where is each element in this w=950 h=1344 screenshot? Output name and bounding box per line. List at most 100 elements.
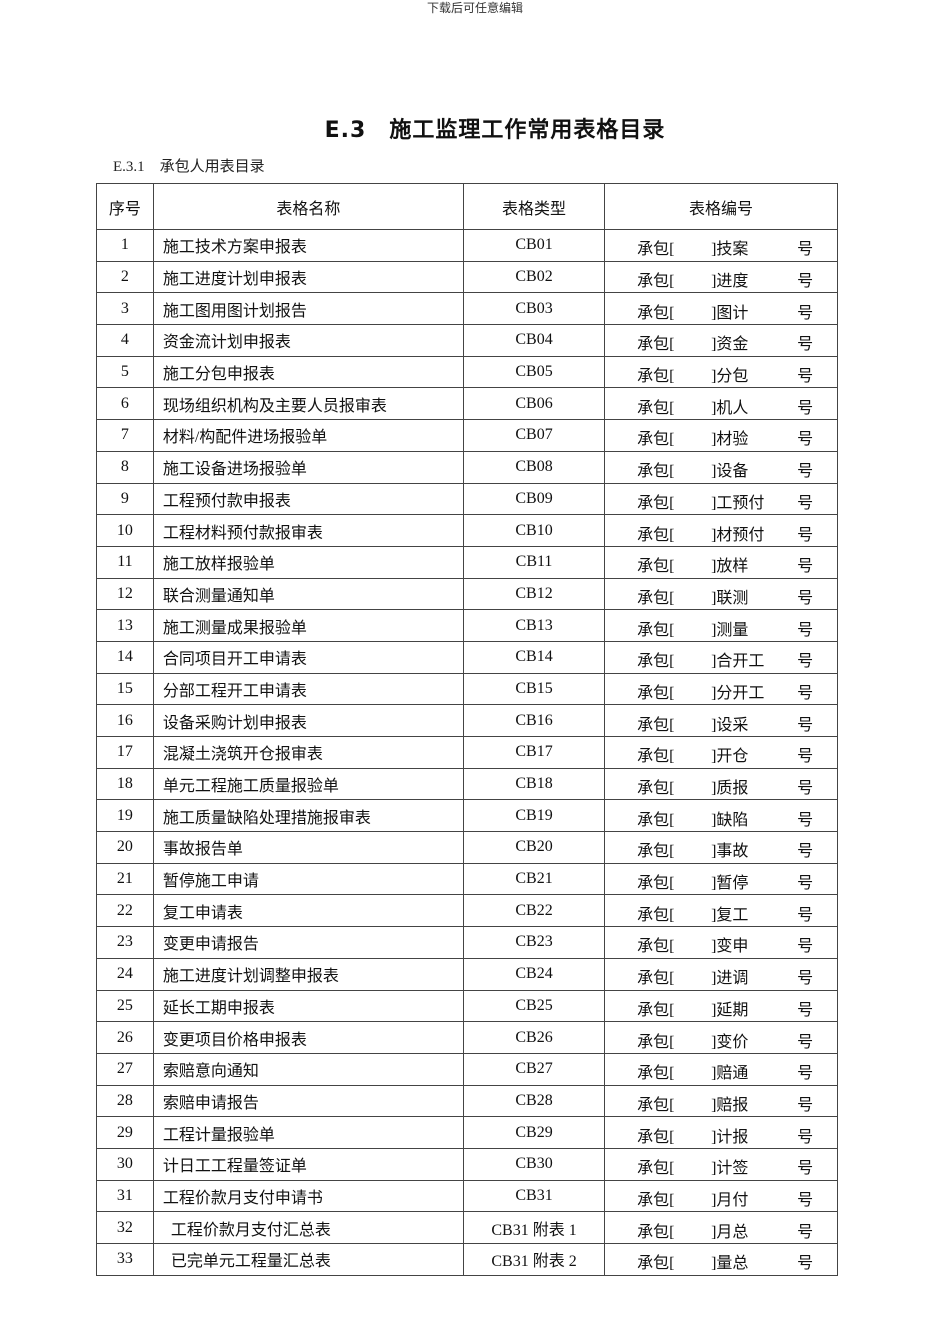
code-suffix: 号 bbox=[797, 653, 814, 671]
code-abbrev: ]质报 bbox=[711, 780, 749, 798]
code-abbrev: ]进度 bbox=[711, 273, 749, 291]
form-code-cell: 承包[]分包 号 bbox=[604, 355, 838, 389]
form-name: 变更项目价格申报表 bbox=[152, 1021, 465, 1054]
code-suffix: 号 bbox=[797, 336, 814, 354]
form-code-cell: 承包[]开仓 号 bbox=[604, 736, 838, 769]
form-type: CB10 bbox=[463, 514, 606, 547]
code-suffix: 号 bbox=[797, 368, 814, 386]
form-code-cell: 承包[]工预付 号 bbox=[604, 482, 838, 516]
form-code: 承包[]分开工 号 bbox=[605, 674, 837, 704]
code-prefix: 承包[ bbox=[637, 621, 675, 639]
form-type: CB09 bbox=[463, 482, 606, 516]
row-number: 10 bbox=[96, 514, 154, 547]
row-number: 26 bbox=[96, 1021, 154, 1054]
form-name: 混凝土浇筑开仓报审表 bbox=[152, 736, 465, 769]
table-row: 11 施工放样报验单 CB11 承包[]放样 号 bbox=[96, 545, 838, 579]
form-type: CB02 bbox=[463, 260, 606, 294]
form-type: CB29 bbox=[463, 1116, 606, 1149]
form-type: CB03 bbox=[463, 292, 606, 326]
form-name: 已完单元工程量汇总表 bbox=[152, 1243, 465, 1276]
table-row: 12 联合测量通知单 CB12 承包[]联测 号 bbox=[96, 577, 838, 611]
table-row: 27 索赔意向通知 CB27 承包[]赔通 号 bbox=[96, 1052, 838, 1086]
form-code: 承包[]进度 号 bbox=[605, 262, 837, 292]
row-number: 24 bbox=[96, 957, 154, 991]
table-row: 20 事故报告单 CB20 承包[]事故 号 bbox=[96, 831, 838, 864]
form-name: 索赔意向通知 bbox=[152, 1052, 465, 1086]
row-number: 21 bbox=[96, 862, 154, 896]
code-prefix: 承包[ bbox=[637, 241, 675, 259]
code-prefix: 承包[ bbox=[637, 938, 675, 956]
form-name: 施工技术方案申报表 bbox=[152, 229, 465, 262]
form-type: CB05 bbox=[463, 355, 606, 389]
header-name: 表格名称 bbox=[152, 183, 465, 230]
table-row: 21 暂停施工申请 CB21 承包[]暂停 号 bbox=[96, 862, 838, 896]
form-name: 材料/构配件进场报验单 bbox=[152, 419, 465, 452]
form-name: 施工进度计划调整申报表 bbox=[152, 957, 465, 991]
code-prefix: 承包[ bbox=[637, 304, 675, 322]
form-name: 索赔申请报告 bbox=[152, 1084, 465, 1118]
form-code: 承包[]机人 号 bbox=[605, 389, 837, 419]
table-row: 5 施工分包申报表 CB05 承包[]分包 号 bbox=[96, 355, 838, 389]
form-code-cell: 承包[]赔通 号 bbox=[604, 1052, 838, 1086]
code-abbrev: ]分包 bbox=[711, 368, 749, 386]
code-abbrev: ]赔通 bbox=[711, 1065, 749, 1083]
code-suffix: 号 bbox=[797, 938, 814, 956]
table-row: 15 分部工程开工申请表 CB15 承包[]分开工 号 bbox=[96, 672, 838, 706]
form-name: 工程计量报验单 bbox=[152, 1116, 465, 1149]
form-code-cell: 承包[]暂停 号 bbox=[604, 862, 838, 896]
code-abbrev: ]缺陷 bbox=[711, 811, 749, 829]
form-code: 承包[]量总 号 bbox=[605, 1244, 837, 1274]
code-abbrev: ]计报 bbox=[711, 1128, 749, 1146]
form-name: 单元工程施工质量报验单 bbox=[152, 767, 465, 801]
form-name: 施工放样报验单 bbox=[152, 545, 465, 579]
form-name: 施工设备进场报验单 bbox=[152, 450, 465, 484]
form-type: CB23 bbox=[463, 926, 606, 959]
form-code: 承包[]放样 号 bbox=[605, 547, 837, 577]
form-name: 施工进度计划申报表 bbox=[152, 260, 465, 294]
form-type: CB27 bbox=[463, 1052, 606, 1086]
form-type: CB18 bbox=[463, 767, 606, 801]
code-abbrev: ]联测 bbox=[711, 589, 749, 607]
row-number: 2 bbox=[96, 260, 154, 294]
row-number: 1 bbox=[96, 229, 154, 262]
code-abbrev: ]月总 bbox=[711, 1223, 749, 1241]
form-code: 承包[]缺陷 号 bbox=[605, 801, 837, 831]
form-name: 设备采购计划申报表 bbox=[152, 704, 465, 737]
code-prefix: 承包[ bbox=[637, 780, 675, 798]
table-row: 3 施工图用图计划报告 CB03 承包[]图计 号 bbox=[96, 292, 838, 326]
form-name: 联合测量通知单 bbox=[152, 577, 465, 611]
form-code-cell: 承包[]合开工 号 bbox=[604, 640, 838, 674]
code-prefix: 承包[ bbox=[637, 1255, 675, 1273]
code-prefix: 承包[ bbox=[637, 431, 675, 449]
form-code: 承包[]联测 号 bbox=[605, 579, 837, 609]
form-name: 施工测量成果报验单 bbox=[152, 609, 465, 642]
form-code: 承包[]开仓 号 bbox=[605, 737, 837, 767]
code-abbrev: ]变申 bbox=[711, 938, 749, 956]
form-code-cell: 承包[]复工 号 bbox=[604, 894, 838, 928]
form-type: CB21 bbox=[463, 862, 606, 896]
form-code: 承包[]赔通 号 bbox=[605, 1054, 837, 1084]
form-code: 承包[]暂停 号 bbox=[605, 864, 837, 894]
form-code: 承包[]分包 号 bbox=[605, 357, 837, 387]
code-abbrev: ]资金 bbox=[711, 336, 749, 354]
code-prefix: 承包[ bbox=[637, 526, 675, 544]
form-name: 现场组织机构及主要人员报审表 bbox=[152, 387, 465, 421]
form-code: 承包[]计报 号 bbox=[605, 1118, 837, 1148]
row-number: 7 bbox=[96, 419, 154, 452]
table-row: 26 变更项目价格申报表 CB26 承包[]变价 号 bbox=[96, 1021, 838, 1054]
code-abbrev: ]设采 bbox=[711, 716, 749, 734]
form-type: CB14 bbox=[463, 640, 606, 674]
code-prefix: 承包[ bbox=[637, 1001, 675, 1019]
row-number: 13 bbox=[96, 609, 154, 642]
code-prefix: 承包[ bbox=[637, 1033, 675, 1051]
table-row: 14 合同项目开工申请表 CB14 承包[]合开工 号 bbox=[96, 640, 838, 674]
form-code-cell: 承包[]放样 号 bbox=[604, 545, 838, 579]
table-row: 31 工程价款月支付申请书 CB31 承包[]月付 号 bbox=[96, 1179, 838, 1213]
form-code: 承包[]延期 号 bbox=[605, 991, 837, 1021]
code-abbrev: ]计签 bbox=[711, 1160, 749, 1178]
form-code-cell: 承包[]材预付 号 bbox=[604, 514, 838, 547]
form-code-cell: 承包[]联测 号 bbox=[604, 577, 838, 611]
form-code: 承包[]变价 号 bbox=[605, 1023, 837, 1053]
row-number: 32 bbox=[96, 1211, 154, 1244]
form-type: CB07 bbox=[463, 419, 606, 452]
